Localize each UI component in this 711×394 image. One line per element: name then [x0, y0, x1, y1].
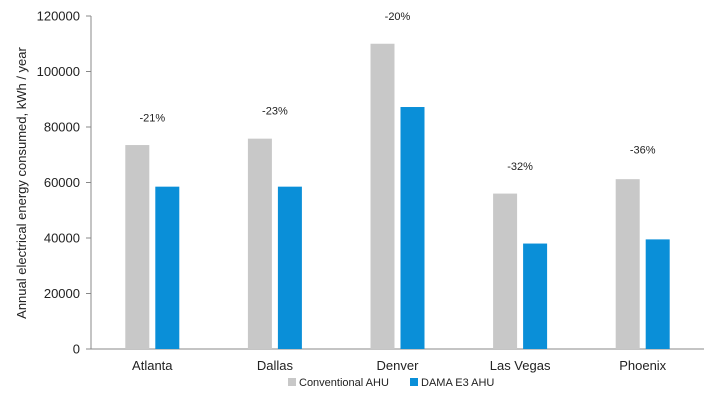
legend-label: Conventional AHU: [299, 377, 389, 389]
y-tick-label: 80000: [44, 120, 80, 135]
legend-swatch: [288, 378, 296, 386]
bars: [125, 43, 670, 350]
annotations: -21% -23% -20% -32% -36%: [139, 11, 655, 173]
savings-annotation: -21%: [139, 112, 165, 124]
savings-annotation: -23%: [262, 106, 288, 118]
y-tick-label: 100000: [37, 64, 80, 79]
bar-conventional-phoenix: [615, 179, 640, 349]
y-axis: 0 20000 40000 60000 80000 100000 120000: [37, 9, 92, 357]
bar-conventional-las-vegas: [493, 193, 518, 349]
bar-dama-las-vegas: [523, 243, 548, 349]
x-tick-label: Phoenix: [619, 358, 666, 373]
y-tick-label: 20000: [44, 286, 80, 301]
legend-swatch: [410, 378, 418, 386]
y-tick-label: 60000: [44, 175, 80, 190]
savings-annotation: -32%: [507, 161, 533, 173]
savings-annotation: -36%: [630, 144, 656, 156]
legend: Conventional AHU DAMA E3 AHU: [288, 377, 494, 389]
y-tick-label: 40000: [44, 231, 80, 246]
bar-dama-phoenix: [645, 239, 670, 349]
bar-dama-denver: [400, 107, 425, 350]
savings-annotation: -20%: [385, 11, 411, 23]
bar-conventional-denver: [370, 43, 395, 349]
x-tick-label: Atlanta: [132, 358, 173, 373]
y-tick-label: 0: [73, 342, 80, 357]
x-tick-label: Denver: [377, 358, 420, 373]
bar-dama-atlanta: [155, 186, 180, 349]
y-tick-label: 120000: [37, 9, 80, 24]
x-tick-label: Las Vegas: [490, 358, 551, 373]
bar-conventional-dallas: [247, 138, 272, 349]
x-axis: Atlanta Dallas Denver Las Vegas Phoenix: [91, 348, 704, 373]
y-axis-label: Annual electrical energy consumed, kWh /…: [14, 46, 29, 318]
legend-label: DAMA E3 AHU: [421, 377, 494, 389]
x-tick-label: Dallas: [257, 358, 294, 373]
bar-dama-dallas: [277, 186, 302, 349]
bar-conventional-atlanta: [125, 145, 150, 349]
